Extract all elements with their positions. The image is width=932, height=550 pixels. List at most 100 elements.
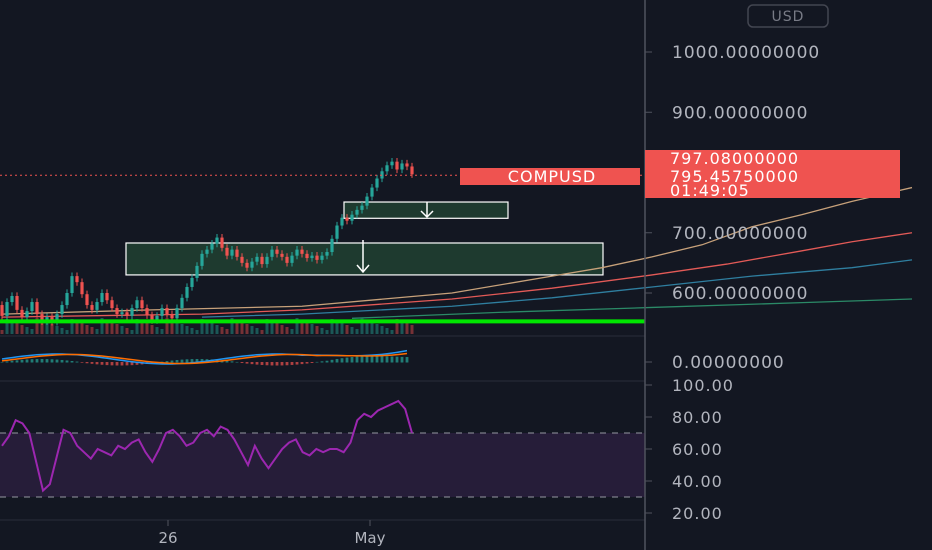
candle [245,259,249,272]
macd-histogram-bar [345,357,349,363]
candle [340,214,344,230]
rsi-tick-label: 40.00 [672,472,723,491]
macd-histogram-bar [395,356,399,363]
macd-signal-line [1,352,408,365]
macd-histogram-bar [40,359,44,363]
candle [365,192,369,210]
volume-bar [255,328,259,334]
volume-bar [375,324,379,334]
candle [20,306,24,321]
macd-histogram-bar [230,361,234,363]
candle [395,158,399,174]
macd-histogram-bar [95,362,99,365]
candle [405,159,409,171]
volume-bar [325,330,329,334]
volume-bar [335,321,339,334]
macd-histogram-bar [240,362,244,364]
candle [15,292,19,314]
macd-histogram-bar [260,362,264,365]
candle [305,250,309,262]
currency-button[interactable]: USD [747,4,829,28]
candle [200,250,204,270]
macd-histogram-bar [225,360,229,363]
volume-bar [5,319,9,334]
volume-bar [270,321,274,334]
macd-histogram-bar [55,359,59,363]
volume-bar [55,326,59,334]
time-axis[interactable]: 26 May [158,520,386,547]
candle [290,252,294,267]
volume-bar [45,322,49,334]
macd-histogram-bar [165,361,169,363]
candle [315,252,319,264]
volume-bar [180,324,184,334]
volume-bar [290,329,294,334]
macd-histogram-bar [285,362,289,366]
macd-histogram-bar [375,356,379,363]
price-zone[interactable] [343,201,509,219]
volume-bar [380,326,384,334]
volume-bars [0,318,414,334]
macd-histogram-bar [400,356,404,363]
volume-bar [195,330,199,334]
candle [160,304,164,320]
candle [90,301,94,314]
macd-histogram-bar [350,357,354,363]
volume-bar [115,324,119,334]
candle [115,304,119,318]
candle [275,246,279,258]
candle [205,246,209,258]
candle [375,174,379,192]
macd-histogram-bar [115,362,119,366]
candle [105,289,109,304]
volume-bar [235,320,239,334]
macd-histogram-bar [305,362,309,364]
candlesticks [0,158,414,326]
macd-histogram-bar [325,360,329,363]
macd-histogram-bar [355,356,359,363]
macd-histogram-bar [300,362,304,365]
last-price-tag: 797.08000000 [645,149,900,168]
macd-histogram-bar [110,362,114,366]
volume-bar [65,330,69,334]
volume-bar [155,327,159,334]
volume-bar [245,324,249,334]
macd-histogram-bar [195,359,199,363]
macd-histogram-bar [30,359,34,363]
candle [295,246,299,260]
macd-histogram-bar [15,360,19,363]
candle [120,308,124,318]
price-tick-label: 700.00000000 [672,224,808,244]
volume-bar [170,320,174,334]
volume-bar [370,322,374,334]
volume-bar [405,323,409,334]
volume-bar [105,320,109,334]
volume-bar [410,325,414,334]
macd-histogram-bar [250,362,254,365]
macd-histogram-bar [45,359,49,363]
candle [350,211,354,225]
candle [210,239,214,254]
macd-histogram-bar [330,359,334,363]
volume-bar [70,319,74,334]
macd-histogram-bar [200,359,204,363]
candle [230,246,234,260]
macd-histogram-bar [170,360,174,363]
candle [220,233,224,252]
volume-bar [400,321,404,334]
volume-bar [320,328,324,334]
volume-bar [350,327,354,334]
rsi-tick-label: 100.00 [672,376,734,395]
price-axis[interactable]: 1000.00000000 900.00000000 700.00000000 600… [645,43,820,304]
volume-bar [25,327,29,334]
moving-average-line [1,232,913,318]
macd-histogram-bar [100,362,104,365]
macd-histogram-bar [35,359,39,363]
rsi-tick-label: 60.00 [672,440,723,459]
volume-bar [140,321,144,334]
moving-average-line [201,259,913,318]
volume-bar [165,318,169,334]
volume-bar [10,321,14,334]
candle [125,308,129,320]
